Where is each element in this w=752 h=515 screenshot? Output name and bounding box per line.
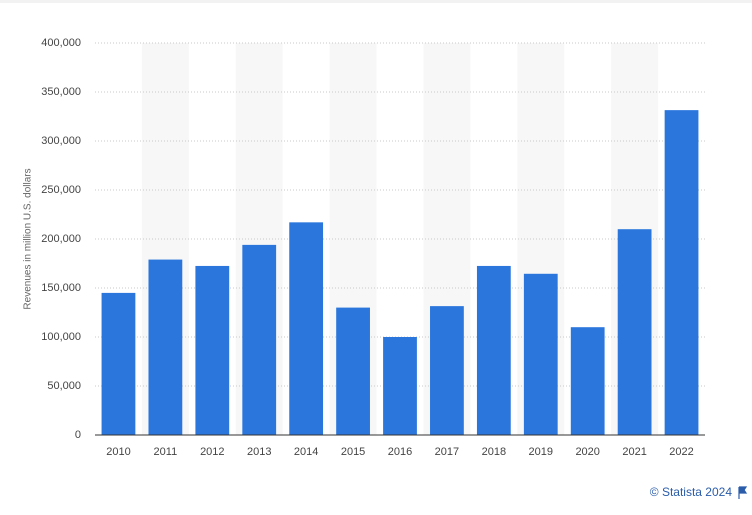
bar (476, 265, 511, 435)
bar (430, 306, 464, 435)
x-tick-label: 2014 (294, 446, 318, 458)
y-tick-label: 200,000 (41, 233, 81, 245)
x-tick-label: 2013 (247, 446, 271, 458)
bar (570, 327, 605, 435)
bar (195, 265, 230, 435)
y-tick-label: 100,000 (41, 331, 81, 343)
x-tick-label: 2012 (200, 446, 224, 458)
top-strip (0, 0, 752, 3)
bar (617, 229, 652, 435)
bar (383, 337, 417, 435)
x-tick-label: 2018 (482, 446, 506, 458)
y-tick-label: 150,000 (41, 282, 81, 294)
x-tick-label: 2016 (388, 446, 412, 458)
source[interactable]: © Statista 2024 (650, 485, 733, 499)
x-tick-label: 2020 (575, 446, 599, 458)
bar (242, 244, 277, 435)
y-tick-label: 350,000 (41, 86, 81, 98)
x-tick-label: 2015 (341, 446, 365, 458)
bar (523, 273, 558, 435)
y-tick-label: 250,000 (41, 184, 81, 196)
bar (101, 292, 136, 435)
x-tick-label: 2022 (669, 446, 693, 458)
y-tick-label: 400,000 (41, 37, 81, 49)
y-tick-label: 300,000 (41, 135, 81, 147)
bar (336, 307, 370, 435)
bar (664, 110, 699, 435)
x-tick-label: 2021 (622, 446, 646, 458)
x-tick-label: 2010 (106, 446, 130, 458)
y-axis-label: Revenues in million U.S. dollars (23, 168, 34, 309)
bar (148, 259, 183, 435)
y-tick-label: 0 (75, 429, 81, 441)
x-tick-label: 2019 (529, 446, 553, 458)
bar (289, 222, 324, 435)
flag-icon[interactable] (738, 486, 748, 499)
y-tick-label: 50,000 (47, 380, 81, 392)
x-tick-label: 2011 (154, 446, 178, 458)
x-tick-label: 2017 (435, 446, 459, 458)
